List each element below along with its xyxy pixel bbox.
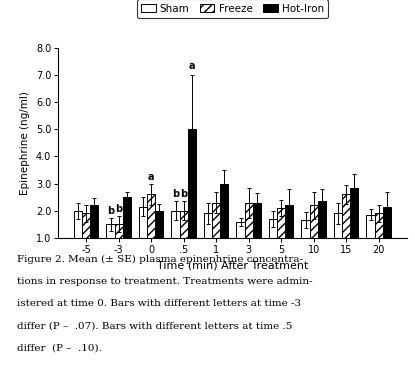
Bar (74, 211, 82, 265)
Text: b: b (115, 204, 122, 214)
Legend: Sham, Freeze, Hot-Iron: Sham, Freeze, Hot-Iron (137, 0, 328, 18)
Bar (82, 213, 90, 265)
Text: differ (P –  .07). Bars with different letters at time .5: differ (P – .07). Bars with different le… (17, 321, 292, 330)
Bar (212, 202, 220, 265)
Bar (220, 183, 228, 265)
Bar (375, 213, 383, 265)
Bar (350, 188, 358, 265)
Bar (310, 205, 318, 265)
Bar (171, 211, 180, 265)
Bar (269, 219, 277, 265)
Bar (318, 201, 326, 265)
Bar (147, 194, 155, 265)
Bar (155, 211, 164, 265)
Bar (188, 129, 196, 265)
Bar (342, 194, 350, 265)
Text: a: a (188, 61, 195, 71)
Bar (383, 207, 391, 265)
Bar (285, 205, 293, 265)
Bar (244, 202, 253, 265)
X-axis label: Time (min) After Treatment: Time (min) After Treatment (157, 260, 308, 270)
Bar (90, 205, 98, 265)
Bar (204, 213, 212, 265)
Bar (301, 220, 310, 265)
Text: tions in response to treatment. Treatments were admin-: tions in response to treatment. Treatmen… (17, 277, 312, 286)
Text: istered at time 0. Bars with different letters at time -3: istered at time 0. Bars with different l… (17, 299, 301, 308)
Text: b: b (180, 189, 187, 199)
Bar (180, 211, 188, 265)
Text: differ  (P –  .10).: differ (P – .10). (17, 344, 102, 353)
Bar (123, 197, 131, 265)
Bar (334, 213, 342, 265)
Bar (107, 224, 115, 265)
Bar (139, 207, 147, 265)
Y-axis label: Epinephrine (ng/ml): Epinephrine (ng/ml) (20, 91, 30, 195)
Bar (277, 208, 285, 265)
Text: b: b (172, 189, 179, 199)
Bar (366, 215, 375, 265)
Bar (253, 202, 261, 265)
Text: a: a (148, 172, 154, 182)
Text: Figure 2. Mean (± SE) plasma epinephrine concentra-: Figure 2. Mean (± SE) plasma epinephrine… (17, 255, 303, 264)
Bar (237, 221, 244, 265)
Text: b: b (107, 206, 114, 216)
Bar (115, 224, 123, 265)
